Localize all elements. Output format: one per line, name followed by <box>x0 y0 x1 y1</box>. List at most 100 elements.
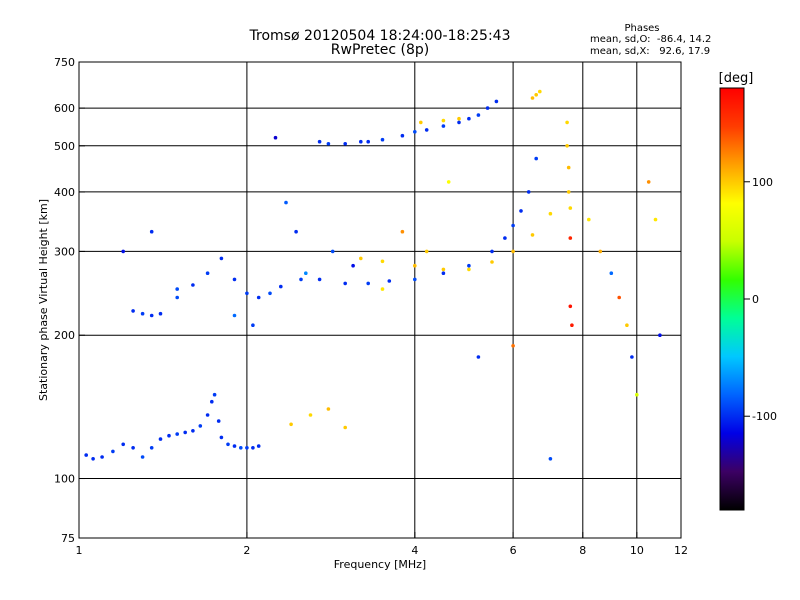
data-point <box>343 142 348 146</box>
colorbar-tick-label: -100 <box>752 410 777 423</box>
data-point <box>380 137 385 142</box>
data-point <box>566 190 571 194</box>
phases-line-x: mean, sd,X: 92.6, 17.9 <box>590 46 710 57</box>
data-points <box>84 89 662 461</box>
colorbar-strip <box>719 87 745 511</box>
data-point <box>268 291 272 296</box>
data-point <box>198 424 203 428</box>
data-point <box>121 249 125 254</box>
data-point <box>519 209 523 213</box>
data-point <box>568 236 573 240</box>
data-point <box>232 313 237 318</box>
data-point <box>191 429 195 433</box>
data-point <box>245 291 249 296</box>
data-point <box>100 455 104 459</box>
plot-frame <box>78 61 682 539</box>
x-tick-label: 1 <box>76 544 83 557</box>
data-point <box>131 309 135 313</box>
data-point <box>400 229 405 234</box>
phases-heading: Phases <box>624 23 659 34</box>
data-point <box>424 128 429 132</box>
data-point <box>351 263 355 268</box>
data-point <box>609 271 614 276</box>
data-point <box>289 422 293 427</box>
data-point <box>232 277 237 282</box>
data-point <box>167 433 171 438</box>
data-point <box>91 457 95 461</box>
data-point <box>587 217 591 222</box>
data-point <box>530 96 535 100</box>
data-point <box>400 133 405 138</box>
data-point <box>490 249 494 254</box>
data-point <box>387 279 392 283</box>
data-point <box>476 113 481 117</box>
data-point <box>617 295 621 300</box>
y-tick-label: 500 <box>54 140 75 153</box>
x-axis-label: Frequency [MHz] <box>334 558 426 571</box>
data-point <box>256 444 261 448</box>
data-point <box>245 446 249 450</box>
x-tick-label: 4 <box>411 544 418 557</box>
data-point <box>205 413 210 417</box>
y-tick-label: 750 <box>54 56 75 69</box>
data-point <box>485 106 490 110</box>
data-point <box>219 256 224 261</box>
data-point <box>317 139 322 144</box>
data-point <box>413 130 417 134</box>
data-point <box>317 277 322 282</box>
data-point <box>326 407 331 411</box>
x-tick-label: 6 <box>510 544 517 557</box>
data-point <box>359 256 363 261</box>
x-tick-label: 8 <box>579 544 586 557</box>
data-point <box>131 446 135 450</box>
data-point <box>84 453 88 457</box>
data-point <box>424 249 429 254</box>
data-point <box>658 333 662 338</box>
data-point <box>216 419 221 423</box>
y-tick-label: 600 <box>54 102 75 115</box>
data-point <box>366 139 371 144</box>
colorbar-label: [deg] <box>719 71 754 86</box>
colorbar: [deg] 100 0 -100 <box>719 71 777 511</box>
data-point <box>279 284 283 289</box>
data-point <box>467 116 471 121</box>
colorbar-tick-label: 0 <box>752 293 759 306</box>
data-point <box>380 259 385 264</box>
data-point <box>343 425 348 430</box>
data-point <box>149 313 154 318</box>
data-point <box>653 217 658 222</box>
data-point <box>359 139 363 144</box>
data-point <box>232 444 237 448</box>
data-point <box>511 344 515 348</box>
data-point <box>239 446 243 450</box>
data-point <box>149 229 154 234</box>
data-point <box>570 323 574 328</box>
data-point <box>646 180 651 184</box>
data-point <box>548 211 553 216</box>
data-point <box>273 135 278 140</box>
data-point <box>568 206 573 210</box>
data-point <box>191 283 195 287</box>
data-point <box>511 249 515 254</box>
data-point <box>476 355 481 359</box>
data-point <box>538 89 542 94</box>
y-axis-label: Stationary phase Virtual Height [km] <box>37 199 50 401</box>
data-point <box>284 200 288 205</box>
colorbar-tick-label: 100 <box>752 176 773 189</box>
data-point <box>530 233 535 237</box>
data-point <box>419 120 423 125</box>
phases-line-o: mean, sd,O: -86.4, 14.2 <box>590 34 711 45</box>
plot-area <box>79 62 681 538</box>
y-tick-label: 75 <box>61 532 75 545</box>
x-tick-label: 10 <box>630 544 644 557</box>
data-point <box>256 295 261 300</box>
data-point <box>226 442 230 447</box>
data-point <box>149 446 154 450</box>
data-point <box>441 118 446 123</box>
data-point <box>534 156 538 161</box>
data-point <box>446 180 451 184</box>
phases-box: Phases mean, sd,O: -86.4, 14.2 mean, sd,… <box>590 23 711 57</box>
y-tick-label: 300 <box>54 245 75 258</box>
data-point <box>565 144 569 148</box>
